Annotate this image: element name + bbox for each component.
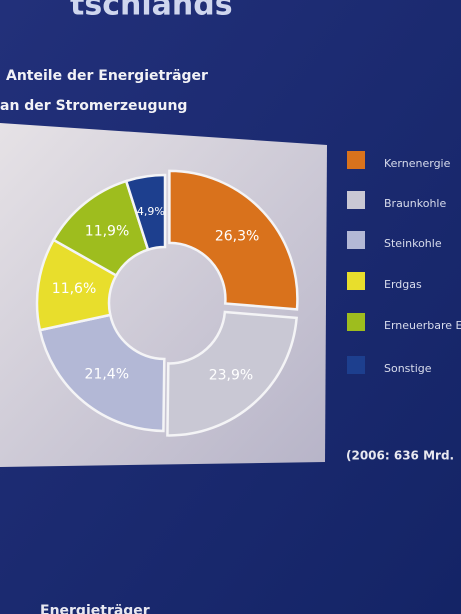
value-label: 11,6% — [52, 281, 96, 297]
legend-swatch — [347, 151, 365, 169]
donut-segment — [166, 310, 298, 437]
footnote: (2006: 636 Mrd. — [346, 449, 454, 463]
legend-label: Erneuerbare Er — [384, 319, 461, 332]
legend-label: Sonstige — [384, 362, 432, 375]
bottom-fragment: Energieträger — [40, 603, 150, 614]
donut-segment — [168, 169, 299, 311]
chart-title: an der Stromerzeugung — [0, 98, 187, 114]
value-label: 23,9% — [209, 367, 253, 383]
legend: Kernenergie Braunkohle Steinkohle Erdgas Ern… — [347, 151, 461, 375]
legend-swatch — [347, 356, 365, 374]
legend-label: Kernenergie — [384, 157, 451, 170]
donut-segment — [38, 313, 166, 433]
legend-swatch — [347, 272, 365, 290]
legend-swatch — [347, 191, 365, 209]
legend-label: Erdgas — [384, 278, 422, 291]
value-label: 11,9% — [85, 224, 129, 240]
donut-segment — [124, 173, 167, 252]
legend-swatch — [347, 313, 365, 331]
heading-fragment: tschlands — [70, 0, 233, 23]
donut: 26,3% 23,9% 21,4% 11,6% 11,9% 4,9% — [35, 169, 299, 437]
value-label: 26,3% — [215, 229, 259, 245]
value-label: 21,4% — [85, 366, 129, 382]
legend-label: Steinkohle — [384, 237, 442, 250]
chart-title: Anteile der Energieträger — [6, 68, 208, 84]
legend-swatch — [347, 231, 365, 249]
legend-label: Braunkohle — [384, 197, 446, 210]
value-label: 4,9% — [137, 205, 165, 218]
